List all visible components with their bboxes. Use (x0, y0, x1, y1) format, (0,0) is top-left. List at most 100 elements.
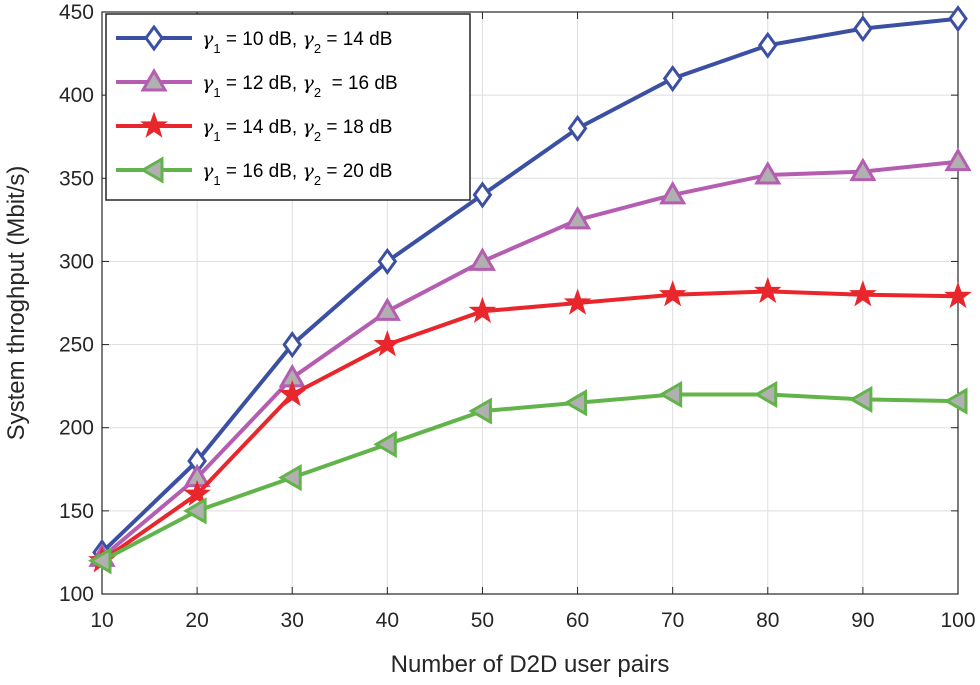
data-point (849, 157, 877, 182)
legend-item: γ1 = 16 dB, γ2 = 20 dB (116, 156, 392, 188)
y-tick-label: 300 (59, 250, 94, 273)
legend-label-part: = 12 dB, (221, 73, 303, 94)
legend-label-part: = 16 dB, (221, 161, 303, 182)
data-point (944, 387, 968, 415)
x-tick-label: 30 (281, 609, 304, 632)
data-point (373, 430, 397, 458)
x-tick-label: 90 (851, 609, 874, 632)
data-point (373, 330, 402, 357)
legend-label-part: γ (302, 116, 314, 138)
legend-marker (140, 111, 168, 138)
legend-label-part: 1 (213, 41, 220, 56)
data-point (468, 397, 492, 425)
legend-label-part: 2 (314, 173, 321, 188)
data-point (563, 205, 592, 230)
legend-label-part: γ (202, 116, 214, 138)
data-point (567, 114, 588, 142)
legend-label: γ1 = 10 dB, γ2 = 14 dB (202, 28, 392, 56)
series-line (100, 159, 959, 559)
y-tick-label: 200 (59, 417, 94, 440)
x-axis-title: Number of D2D user pairs (391, 651, 670, 678)
y-tick-label: 100 (59, 583, 94, 606)
series-line (101, 392, 959, 563)
series-line (100, 16, 959, 554)
legend-label-part: γ (202, 28, 214, 50)
legend-label-part: 1 (213, 85, 220, 100)
legend-label-part: = 14 dB (321, 29, 392, 50)
data-point (944, 147, 972, 172)
series-line (100, 289, 959, 563)
data-point (659, 180, 687, 205)
y-axis-title: System throghput (Mbit/s) (3, 166, 30, 441)
legend-label-part: γ (202, 72, 214, 94)
data-point (757, 31, 778, 59)
legend-label-part: = 14 dB, (221, 117, 303, 138)
legend-item: γ1 = 14 dB, γ2 = 18 dB (116, 111, 392, 144)
data-point (373, 297, 401, 321)
data-point (948, 5, 968, 33)
legend-label-part: = 18 dB (321, 117, 392, 138)
legend-label-part: 2 (314, 85, 321, 100)
legend-label-part: γ (302, 160, 314, 182)
x-tick-label: 100 (940, 609, 975, 632)
data-point (754, 160, 782, 185)
y-tick-label: 400 (59, 84, 94, 107)
legend-label-part: 2 (314, 129, 321, 144)
ticks: 10 20 30 40 50 60 70 80 90 100 100 150 200 250 300 350 4… (59, 1, 976, 632)
data-point (848, 385, 873, 414)
x-tick-label: 60 (566, 609, 589, 632)
legend-label-part: = 20 dB (321, 161, 392, 182)
data-point (853, 15, 873, 43)
data-point (658, 380, 683, 409)
x-tick-label: 80 (756, 609, 779, 632)
data-point (849, 280, 877, 307)
legend-label: γ1 = 14 dB, γ2 = 18 dB (202, 116, 392, 144)
data-point (377, 247, 398, 275)
data-point (278, 463, 302, 492)
y-tick-label: 350 (59, 167, 94, 190)
legend-item: γ1 = 10 dB, γ2 = 14 dB (116, 24, 392, 56)
legend-marker (144, 24, 164, 52)
data-point (468, 247, 497, 271)
data-point (563, 288, 592, 315)
y-tick-label: 250 (59, 334, 94, 357)
data-point (658, 280, 687, 307)
series (88, 5, 972, 575)
legend-item: γ1 = 12 dB, γ2 = 16 dB (116, 68, 398, 100)
legend-label-part: = 16 dB (321, 73, 398, 94)
data-point (662, 64, 683, 93)
data-point (88, 547, 112, 575)
data-point (753, 380, 778, 409)
data-point (183, 479, 211, 506)
data-point (183, 497, 207, 525)
legend-label-part: = 10 dB, (221, 29, 303, 50)
series-4 (88, 380, 968, 575)
legend-label-part: γ (302, 28, 314, 50)
legend-label-part: γ (202, 160, 214, 182)
series-2 (88, 147, 972, 567)
x-tick-label: 10 (90, 609, 113, 632)
data-point (472, 181, 493, 209)
x-tick-label: 70 (661, 609, 684, 632)
legend-label: γ1 = 12 dB, γ2 = 16 dB (202, 72, 398, 100)
data-point (468, 296, 497, 324)
data-point (753, 276, 782, 304)
x-tick-label: 40 (376, 609, 399, 632)
legend-label-part: γ (302, 72, 314, 94)
legend-marker (140, 68, 168, 92)
legend-marker (140, 156, 164, 184)
data-point (563, 389, 588, 417)
plot-frame (101, 11, 959, 595)
legend-label: γ1 = 16 dB, γ2 = 20 dB (202, 160, 392, 188)
data-point (944, 281, 972, 309)
legend-label-part: 2 (314, 41, 321, 56)
legend-label-part: 1 (213, 129, 220, 144)
x-tick-label: 20 (185, 609, 208, 632)
y-tick-label: 450 (59, 1, 94, 24)
y-tick-label: 150 (59, 500, 94, 523)
legend-label-part: 1 (213, 173, 220, 188)
data-point (278, 379, 307, 407)
